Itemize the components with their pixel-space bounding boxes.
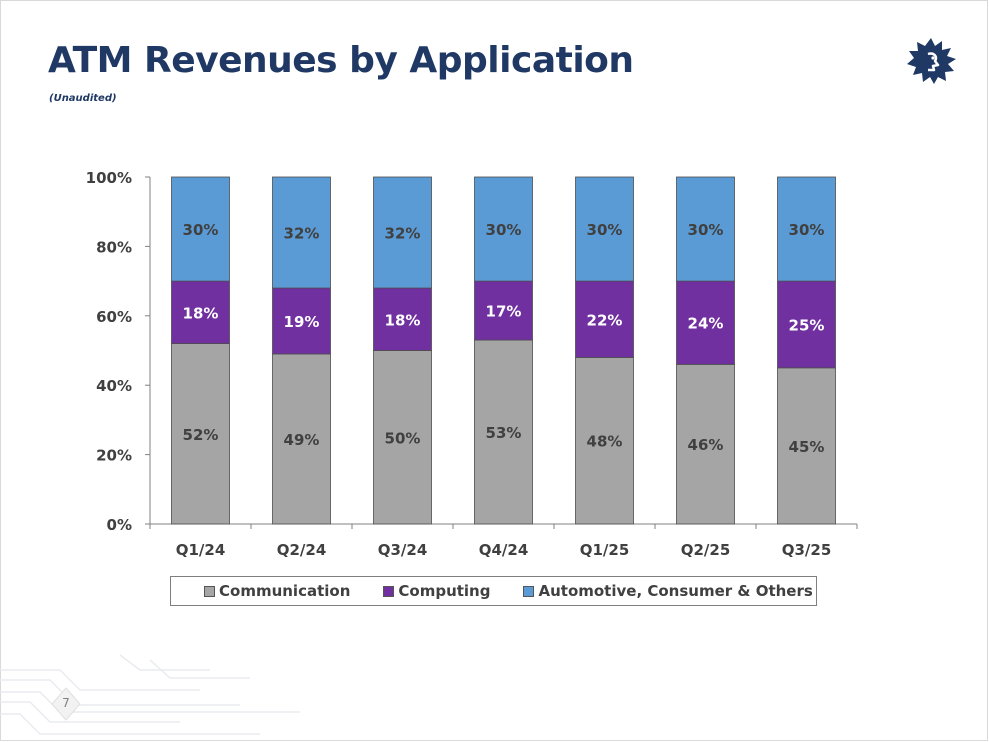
- legend-swatch-automotive: [523, 585, 535, 597]
- data-label-computing: 19%: [284, 313, 320, 331]
- legend-item-automotive: Automotive, Consumer & Others: [523, 582, 813, 600]
- data-label-automotive-consumer-others: 30%: [587, 221, 623, 239]
- bar-segment-computing: [373, 287, 432, 351]
- bar-segment-communication: [272, 353, 331, 525]
- microchip-sun-logo-icon: [907, 38, 956, 84]
- bar-stack-q1-25: 48% 22% 30%: [575, 176, 634, 525]
- legend-swatch-computing: [383, 585, 395, 597]
- y-tick-label: 0%: [107, 516, 132, 534]
- data-label-computing: 25%: [789, 316, 825, 334]
- bar-segment-automotive-consumer-others: [777, 176, 836, 282]
- x-tick-label: Q2/24: [277, 541, 327, 559]
- bar-segment-automotive-consumer-others: [373, 176, 432, 289]
- legend-label-automotive: Automotive, Consumer & Others: [538, 582, 813, 600]
- bar-segment-automotive-consumer-others: [171, 176, 230, 282]
- bar-segment-communication: [676, 363, 735, 525]
- bar-stack-q4-24: 53% 17% 30%: [474, 176, 533, 525]
- slide-title: ATM Revenues by Application: [48, 40, 634, 81]
- bar-segment-automotive-consumer-others: [575, 176, 634, 282]
- x-tick-label: Q1/25: [580, 541, 630, 559]
- chart-legend: Communication Computing Automotive, Cons…: [170, 576, 817, 606]
- bar-stack-q2-24: 49% 19% 32%: [272, 176, 331, 525]
- bar-stack-q1-24: 52% 18% 30%: [171, 176, 230, 525]
- bar-segment-computing: [676, 280, 735, 365]
- data-label-computing: 18%: [385, 311, 421, 329]
- data-label-computing: 18%: [183, 304, 219, 322]
- legend-swatch-communication: [204, 585, 215, 597]
- slide-subtitle: (Unaudited): [49, 93, 117, 104]
- data-label-automotive-consumer-others: 32%: [284, 225, 320, 243]
- bar-segment-computing: [575, 280, 634, 358]
- data-label-automotive-consumer-others: 30%: [183, 221, 219, 239]
- data-label-communication: 49%: [284, 431, 320, 449]
- bar-segment-communication: [171, 343, 230, 525]
- y-tick-label: 80%: [96, 238, 132, 256]
- x-axis: Q1/24 Q2/24 Q3/24 Q4/24 Q1/25 Q2/25 Q3/25: [149, 523, 858, 559]
- bar-segment-communication: [777, 367, 836, 525]
- x-tick-label: Q3/24: [378, 541, 428, 559]
- data-label-automotive-consumer-others: 32%: [385, 225, 421, 243]
- bar-segment-computing: [777, 280, 836, 369]
- data-label-communication: 53%: [486, 424, 522, 442]
- page-number: 7: [62, 696, 70, 710]
- y-axis: 0% 20% 40% 60% 80% 100%: [86, 169, 151, 534]
- legend-item-computing: Computing: [383, 582, 490, 600]
- x-tick-label: Q1/24: [176, 541, 226, 559]
- data-label-automotive-consumer-others: 30%: [688, 221, 724, 239]
- bar-stack-q2-25: 46% 24% 30%: [676, 176, 735, 525]
- x-tick-label: Q2/25: [681, 541, 731, 559]
- legend-label-communication: Communication: [219, 582, 351, 600]
- data-label-computing: 24%: [688, 315, 724, 333]
- bar-segment-automotive-consumer-others: [474, 176, 533, 282]
- page-number-diamond: [51, 687, 81, 721]
- bar-segment-computing: [171, 280, 230, 344]
- data-label-automotive-consumer-others: 30%: [486, 221, 522, 239]
- bar-segment-computing: [474, 280, 533, 341]
- x-tick-label: Q4/24: [479, 541, 529, 559]
- x-tick-label: Q3/25: [782, 541, 832, 559]
- y-tick-label: 20%: [96, 447, 132, 465]
- data-label-computing: 22%: [587, 311, 623, 329]
- y-tick-label: 60%: [96, 308, 132, 326]
- data-label-communication: 46%: [688, 436, 724, 454]
- data-label-communication: 50%: [385, 429, 421, 447]
- data-label-communication: 45%: [789, 438, 825, 456]
- bar-segment-communication: [575, 357, 634, 525]
- bar-stack-q3-25: 45% 25% 30%: [777, 176, 836, 525]
- legend-item-communication: Communication: [204, 582, 350, 600]
- y-tick-label: 100%: [86, 169, 132, 187]
- bar-segment-automotive-consumer-others: [272, 176, 331, 289]
- data-label-computing: 17%: [486, 303, 522, 321]
- y-tick-label: 40%: [96, 377, 132, 395]
- bar-stack-q3-24: 50% 18% 32%: [373, 176, 432, 525]
- bar-segment-automotive-consumer-others: [676, 176, 735, 282]
- bar-segment-computing: [272, 287, 331, 355]
- circuit-decoration: [0, 654, 300, 735]
- bar-stacks: 52% 18% 30% 49% 19% 32% 50% 18% 32% 53% 17% 30% 48% 2…: [171, 176, 836, 525]
- legend-label-computing: Computing: [398, 582, 491, 600]
- data-label-communication: 52%: [183, 426, 219, 444]
- data-label-automotive-consumer-others: 30%: [789, 221, 825, 239]
- bar-segment-communication: [474, 339, 533, 525]
- data-label-communication: 48%: [587, 433, 623, 451]
